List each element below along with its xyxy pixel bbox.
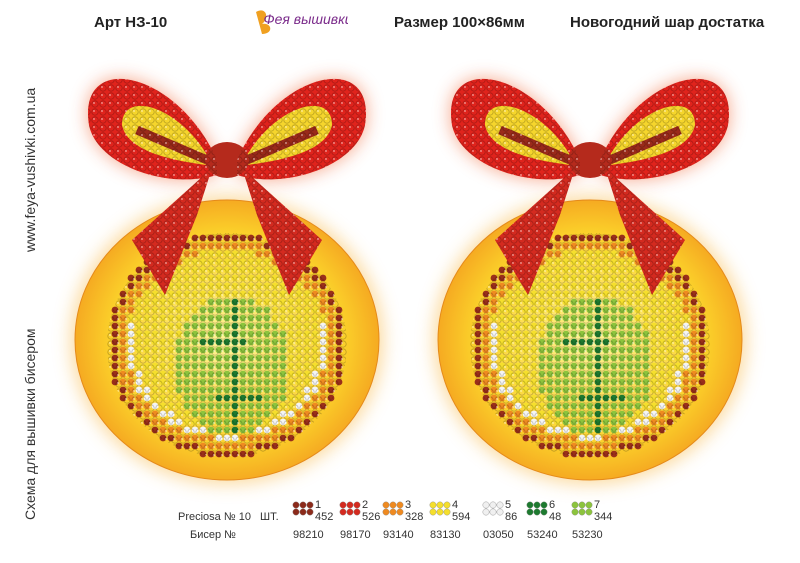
swatch-bead	[429, 501, 437, 509]
butterfly	[256, 10, 271, 34]
ornament	[434, 40, 746, 484]
swatch-bead	[382, 501, 390, 509]
swatch-bead	[540, 501, 548, 509]
swatch-bead	[443, 508, 451, 516]
legend-number: 4	[452, 499, 458, 511]
swatch-bead	[578, 501, 586, 509]
legend-code: 98170	[340, 529, 371, 541]
swatch-bead	[346, 501, 354, 509]
swatch-bead	[482, 501, 490, 509]
legend-code: 53230	[572, 529, 603, 541]
swatch-bead	[489, 501, 497, 509]
swatch-bead	[436, 501, 444, 509]
swatch	[429, 501, 451, 516]
swatch-bead	[299, 501, 307, 509]
swatch-bead	[389, 508, 397, 516]
legend-count: 594	[452, 511, 470, 523]
swatch-bead	[389, 501, 397, 509]
swatch-bead	[339, 508, 347, 516]
swatch	[571, 501, 593, 516]
legend-brand: Preciosa № 10	[178, 511, 251, 523]
logo: Фея вышивки	[248, 4, 353, 44]
swatch-bead	[353, 501, 361, 509]
swatch-bead	[571, 508, 579, 516]
swatch-bead	[585, 508, 593, 516]
swatch-bead	[292, 501, 300, 509]
swatch-bead	[292, 508, 300, 516]
swatch	[526, 501, 548, 516]
swatch-bead	[339, 501, 347, 509]
swatch	[382, 501, 404, 516]
swatch-bead	[533, 501, 541, 509]
swatch-bead	[540, 508, 548, 516]
swatch-bead	[299, 508, 307, 516]
article: Арт НЗ-10	[94, 14, 168, 31]
legend-number: 5	[505, 499, 511, 511]
swatch-bead	[482, 508, 490, 516]
swatch-bead	[526, 501, 534, 509]
legend-count: 86	[505, 511, 517, 523]
swatch-bead	[396, 508, 404, 516]
swatch-bead	[578, 508, 586, 516]
legend-count: 344	[594, 511, 612, 523]
ornament	[71, 40, 383, 484]
swatch-bead	[306, 501, 314, 509]
swatch-bead	[306, 508, 314, 516]
logo-text: Фея вышивки	[263, 11, 348, 27]
legend-code: 98210	[293, 529, 324, 541]
legend-count: 328	[405, 511, 423, 523]
legend-count: 526	[362, 511, 380, 523]
legend-code-label: Бисер №	[190, 529, 236, 541]
title: Новогодний шар достатка	[570, 14, 765, 31]
legend-count-label: ШТ.	[260, 511, 279, 523]
swatch	[292, 501, 314, 516]
swatch-bead	[533, 508, 541, 516]
swatch-bead	[526, 508, 534, 516]
legend-code: 93140	[383, 529, 414, 541]
legend-number: 2	[362, 499, 368, 511]
swatch-bead	[396, 501, 404, 509]
swatch-bead	[496, 501, 504, 509]
legend-number: 3	[405, 499, 411, 511]
legend-number: 1	[315, 499, 321, 511]
swatch	[482, 501, 504, 516]
logo-graphic: Фея вышивки	[256, 10, 353, 34]
swatch-bead	[496, 508, 504, 516]
swatch-bead	[436, 508, 444, 516]
swatch	[339, 501, 361, 516]
swatch-bead	[429, 508, 437, 516]
swatch-bead	[443, 501, 451, 509]
size: Размер 100×86мм	[394, 14, 525, 31]
legend-code: 53240	[527, 529, 558, 541]
swatch-bead	[585, 501, 593, 509]
swatch-bead	[489, 508, 497, 516]
swatch-bead	[346, 508, 354, 516]
legend-code: 03050	[483, 529, 514, 541]
legend-count: 452	[315, 511, 333, 523]
legend-number: 6	[549, 499, 555, 511]
legend-count: 48	[549, 511, 561, 523]
legend-code: 83130	[430, 529, 461, 541]
swatch-bead	[571, 501, 579, 509]
legend-number: 7	[594, 499, 600, 511]
swatch-bead	[382, 508, 390, 516]
swatch-bead	[353, 508, 361, 516]
